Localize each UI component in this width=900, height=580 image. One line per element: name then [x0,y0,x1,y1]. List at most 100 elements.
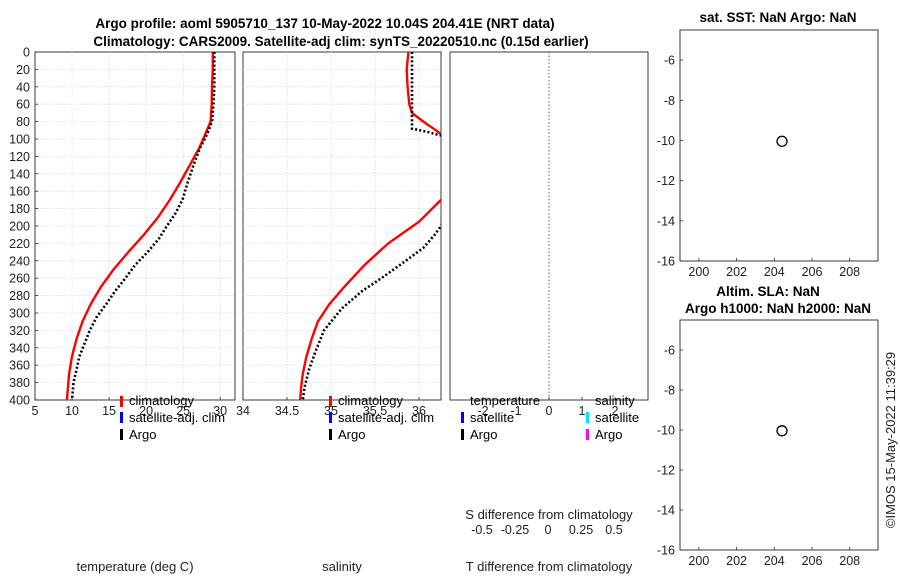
s-tick-label: -0.25 [501,523,530,537]
x-tick-label: -2 [477,404,488,418]
x-tick-label: 200 [688,554,709,568]
main-title-line2: Climatology: CARS2009. Satellite-adj cli… [93,34,588,49]
series-climatology [65,52,215,400]
x-tick-label: 30 [213,404,227,418]
legend-marker-t-satellite [461,412,464,423]
y-tick-label: 400 [9,394,30,408]
x-tick-label: 200 [688,265,709,279]
y-tick-label: 80 [16,115,30,129]
y-tick-label: 360 [9,359,30,373]
x-tick-label: 36 [412,404,426,418]
y-tick-label: -10 [657,134,675,148]
s-tick-label: 0.5 [605,523,622,537]
y-tick-label: 200 [9,220,30,234]
x-tick-label: 2 [612,404,619,418]
difference-legend: temperature satellite Argo salinity sate… [461,393,639,442]
y-tick-label: 140 [9,167,30,181]
legend-marker-climatology [329,396,332,407]
x-tick-label: 208 [839,265,860,279]
legend-marker-climatology [120,396,123,407]
y-tick-label: 40 [16,80,30,94]
y-tick-label: 120 [9,150,30,164]
x-tick-label: 204 [764,265,785,279]
legend-marker-argo [329,429,332,440]
x-tick-label: 35 [324,404,338,418]
y-tick-label: 100 [9,133,30,147]
series-argo [70,52,216,400]
series-argo [301,52,441,400]
legend-argo-label: Argo [129,427,156,442]
s-difference-label: S difference from climatology [465,507,633,522]
float-location-marker [776,425,788,437]
x-tick-label: 5 [32,404,39,418]
series-climatology [299,52,441,400]
y-tick-label: 300 [9,307,30,321]
y-tick-label: 0 [23,46,30,60]
x-tick-label: 10 [65,404,79,418]
y-tick-label: 240 [9,254,30,268]
salinity-legend: climatology satellite-adj. clim Argo [329,393,434,442]
s-tick-label: -0.5 [471,523,493,537]
legend-marker-s-argo [586,429,589,440]
legend-s-argo-label: Argo [595,427,622,442]
legend-salinity-title: salinity [595,393,635,408]
sla-map-panel: Altim. SLA: NaN Argo h1000: NaN h2000: N… [657,284,879,568]
legend-marker-satellite [120,412,123,423]
s-tick-label: 0 [545,523,552,537]
legend-marker-argo [120,429,123,440]
x-tick-label: 15 [102,404,116,418]
difference-plot-frame [449,51,649,401]
y-tick-label: -10 [657,424,675,438]
s-tick-label: 0.25 [569,523,593,537]
y-tick-label: -14 [657,504,675,518]
sla-title-line1: Altim. SLA: NaN [716,284,820,299]
main-title-line1: Argo profile: aoml 5905710_137 10-May-20… [95,16,554,31]
x-tick-label: 1 [579,404,586,418]
legend-argo-label: Argo [338,427,365,442]
legend-t-argo-label: Argo [470,427,497,442]
y-tick-label: 260 [9,272,30,286]
x-tick-label: 34 [236,404,250,418]
x-tick-label: 202 [726,554,747,568]
salinity-profile-panel: 34 34.5 35 35.5 36 salinity climatology sate… [236,51,442,574]
y-tick-label: -8 [664,384,675,398]
legend-marker-s-satellite [586,412,589,423]
y-tick-label: -14 [657,214,675,228]
legend-temperature-title: temperature [470,393,540,408]
y-tick-label: -6 [664,344,675,358]
y-tick-label: 20 [16,63,30,77]
sst-title: sat. SST: NaN Argo: NaN [699,10,856,25]
difference-panel: -2 -1 0 1 2 -0.5 -0.25 0 0.25 0.5 S difference f… [449,51,649,574]
y-tick-label: 180 [9,202,30,216]
y-tick-label: 220 [9,237,30,251]
x-tick-label: 25 [176,404,190,418]
x-tick-label: 206 [802,265,823,279]
legend-satellite-label: satellite-adj. clim [129,410,225,425]
legend-marker-satellite [329,412,332,423]
x-tick-label: 34.5 [275,404,299,418]
y-tick-label: -16 [657,255,675,269]
y-tick-label: 160 [9,185,30,199]
y-tick-label: 380 [9,376,30,390]
y-tick-label: -8 [664,94,675,108]
y-tick-label: -12 [657,174,675,188]
y-tick-label: 340 [9,341,30,355]
x-tick-label: 20 [139,404,153,418]
y-tick-label: -12 [657,464,675,478]
y-tick-label: -16 [657,544,675,558]
x-tick-label: 202 [726,265,747,279]
x-tick-label: 208 [839,554,860,568]
sla-title-line2: Argo h1000: NaN h2000: NaN [685,301,871,316]
float-location-marker [776,135,788,147]
x-tick-label: 35.5 [363,404,387,418]
x-tick-label: 206 [802,554,823,568]
legend-satellite-label: satellite-adj. clim [338,410,434,425]
legend-marker-t-argo [461,429,464,440]
legend-climatology-label: climatology [129,393,195,408]
salinity-x-label: salinity [322,559,362,574]
temperature-x-label: temperature (deg C) [76,559,193,574]
legend-climatology-label: climatology [338,393,404,408]
t-difference-label: T difference from climatology [466,559,633,574]
legend-s-satellite-label: satellite [595,410,639,425]
